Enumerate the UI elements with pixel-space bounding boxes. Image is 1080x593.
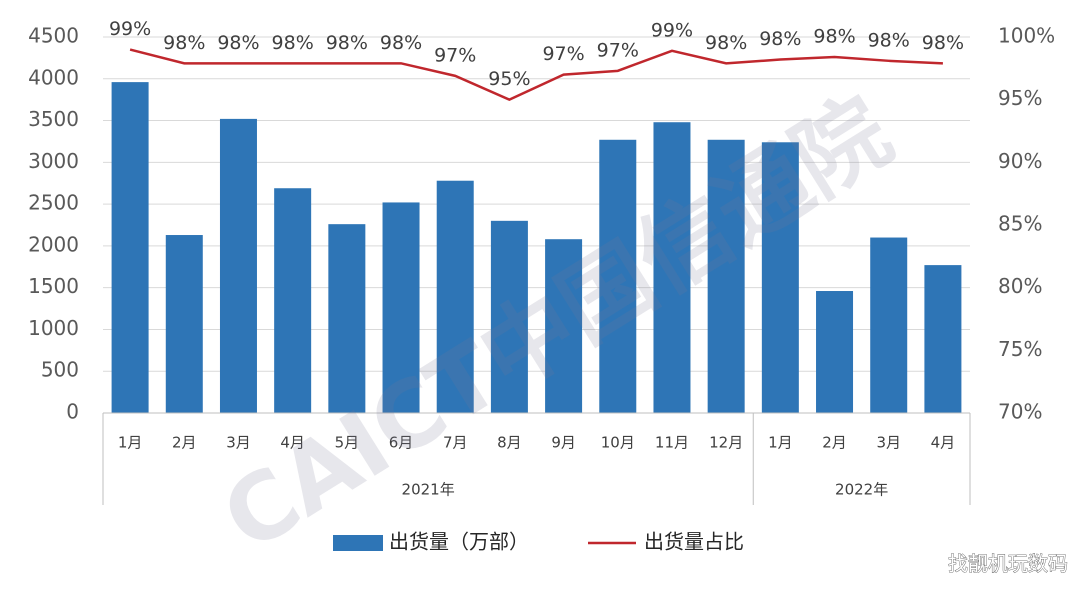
bar — [924, 265, 962, 413]
x-tick-label: 3月 — [876, 434, 901, 452]
x-tick-label: 8月 — [497, 434, 522, 452]
bar — [816, 291, 854, 413]
data-label: 99% — [109, 18, 151, 40]
x-tick-label: 12月 — [709, 434, 743, 452]
y2-tick-label: 85% — [998, 212, 1042, 236]
credit: 找靓机玩数码 — [948, 552, 1068, 576]
bar — [274, 188, 312, 413]
bar — [599, 139, 637, 414]
y2-tick-label: 95% — [998, 86, 1042, 110]
legend-label: 出货量（万部） — [389, 530, 529, 554]
data-label: 98% — [326, 32, 368, 54]
y-tick-label: 2500 — [28, 191, 79, 215]
data-label: 98% — [217, 32, 259, 54]
x-tick-label: 5月 — [335, 434, 360, 452]
data-label: 98% — [759, 28, 801, 50]
group-label: 2021年 — [402, 481, 455, 499]
y-tick-label: 3000 — [28, 149, 79, 173]
data-label: 98% — [380, 32, 422, 54]
data-label: 97% — [434, 44, 476, 66]
y-tick-label: 4500 — [28, 24, 79, 48]
data-label: 99% — [651, 19, 693, 41]
data-label: 97% — [542, 43, 584, 65]
data-label: 97% — [597, 39, 639, 61]
bar — [490, 220, 528, 413]
x-tick-label: 10月 — [601, 434, 635, 452]
x-tick-label: 2月 — [172, 434, 197, 452]
y-tick-label: 2000 — [28, 232, 79, 256]
legend-swatch — [333, 535, 383, 551]
y2-tick-label: 90% — [998, 149, 1042, 173]
x-tick-label: 4月 — [931, 434, 956, 452]
x-tick-label: 2月 — [822, 434, 847, 452]
y2-tick-label: 100% — [998, 24, 1055, 48]
y-tick-label: 1000 — [28, 316, 79, 340]
bar — [653, 122, 691, 413]
line — [129, 48, 943, 102]
data-label: 98% — [163, 32, 205, 54]
bar — [111, 82, 149, 414]
data-label: 98% — [813, 26, 855, 48]
data-label: 98% — [705, 32, 747, 54]
x-tick-label: 1月 — [118, 434, 143, 452]
y-tick-label: 4000 — [28, 65, 79, 89]
bar — [761, 142, 799, 413]
data-label: 98% — [272, 32, 314, 54]
y2-tick-label: 80% — [998, 274, 1042, 298]
x-tick-label: 11月 — [655, 434, 689, 452]
data-label: 95% — [488, 68, 530, 90]
y-tick-label: 3500 — [28, 107, 79, 131]
bar — [436, 180, 474, 413]
x-tick-label: 3月 — [226, 434, 251, 452]
y2-tick-label: 70% — [998, 400, 1042, 424]
x-tick-label: 6月 — [389, 434, 414, 452]
y-tick-label: 1500 — [28, 274, 79, 298]
data-label: 98% — [868, 29, 910, 51]
x-tick-label: 9月 — [551, 434, 576, 452]
bar — [219, 118, 257, 413]
bar — [870, 237, 908, 413]
bar — [328, 224, 366, 413]
y2-tick-label: 75% — [998, 337, 1042, 361]
x-tick-label: 1月 — [768, 434, 793, 452]
bar — [165, 235, 203, 413]
x-tick-label: 4月 — [280, 434, 305, 452]
y-tick-label: 0 — [66, 400, 79, 424]
group-label: 2022年 — [835, 481, 888, 499]
bar — [707, 139, 745, 414]
legend-label: 出货量占比 — [644, 530, 744, 554]
x-tick-label: 7月 — [443, 434, 468, 452]
bar — [382, 202, 420, 413]
y-tick-label: 500 — [41, 358, 79, 382]
data-label: 98% — [922, 32, 964, 54]
bar — [545, 239, 583, 413]
